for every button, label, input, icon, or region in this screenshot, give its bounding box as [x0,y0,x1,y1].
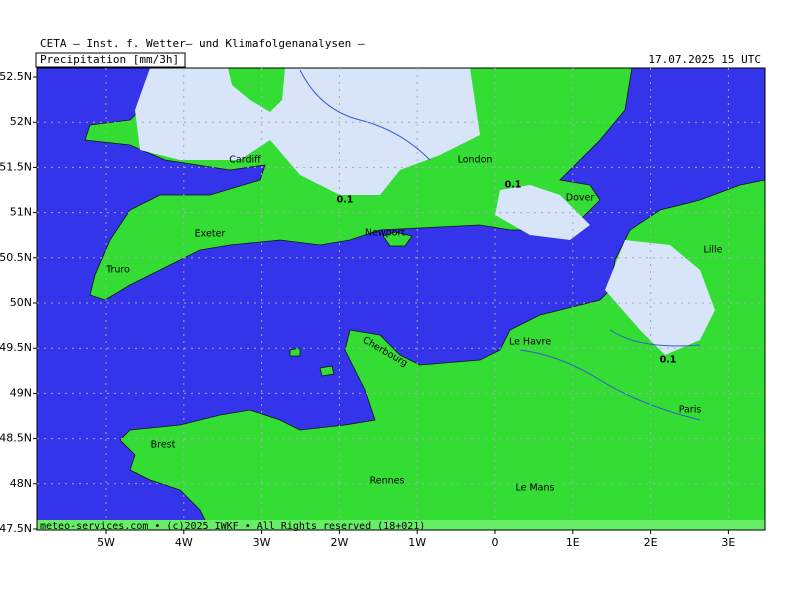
lat-label: 48N [10,477,32,490]
parameter-box [35,52,186,68]
lat-label: 48.5N [0,432,32,445]
lon-label: 2W [330,536,348,549]
footer-band [37,520,765,530]
lon-label: 1W [408,536,426,549]
contour-label: 0.1 [337,195,354,206]
place-label: Paris [679,405,702,416]
lat-label: 50N [10,296,32,309]
lat-label: 52N [10,115,32,128]
header-title: CETA – Inst. f. Wetter– und Klimafolgena… [40,37,365,50]
place-label: London [458,155,493,166]
lon-label: 3W [253,536,271,549]
lat-label: 51.5N [0,160,32,173]
lat-label: 50.5N [0,251,32,264]
place-label: Le Havre [509,337,551,348]
precip-area-france [605,240,715,355]
place-label: Brest [151,440,176,451]
lat-label: 47.5N [0,522,32,535]
land-wight [382,231,413,247]
precip-area-north [135,68,480,195]
lat-label: 52.5N [0,70,32,83]
lat-label: 49.5N [0,341,32,354]
lat-label: 49N [10,386,32,399]
contour-label: 0.1 [505,180,522,191]
place-label: Dover [566,193,595,204]
lat-label: 51N [10,206,32,219]
frame [36,67,766,531]
lon-label: 2E [644,536,658,549]
place-label: Le Mans [516,483,555,494]
parameter: Precipitation [mm/3h] [40,53,179,66]
lon-label: 3E [721,536,735,549]
rivers [299,69,701,421]
lon-label: 5W [97,536,115,549]
map-area: meteo-services.com • (c)2025 IWKF • All … [36,67,766,532]
island-jersey [319,365,335,377]
lon-label: 0 [492,536,499,549]
place-label: Rennes [370,476,405,487]
dry-area [228,68,285,112]
contour-label: 0.1 [660,355,677,366]
place-label: Truro [105,265,130,276]
place-label: Exeter [195,229,226,240]
lon-label: 1E [566,536,580,549]
footer: meteo-services.com • (c)2025 IWKF • All … [40,521,425,532]
place-label: Newport [365,228,405,239]
place-label: Cardiff [229,155,261,166]
datetime: 17.07.2025 15 UTC [648,53,761,66]
place-label: Lille [703,245,722,256]
lon-label: 4W [175,536,193,549]
